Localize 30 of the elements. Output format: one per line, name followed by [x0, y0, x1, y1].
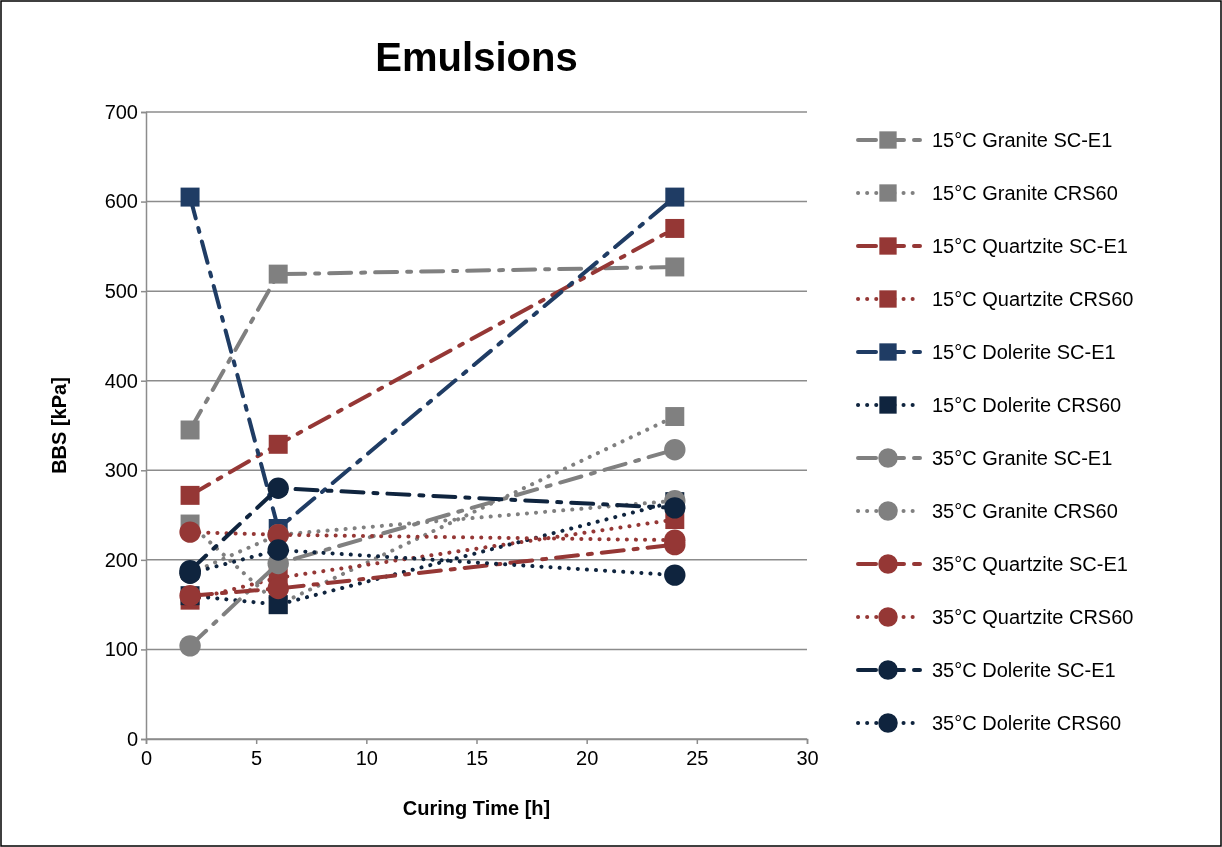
x-tick-label: 25: [686, 747, 709, 769]
y-tick-label: 500: [104, 280, 138, 303]
x-tick-label: 5: [251, 747, 263, 769]
y-tick-label: 300: [104, 459, 138, 482]
legend-label: 15°C Dolerite SC-E1: [932, 341, 1116, 363]
legend-label: 15°C Quartzite SC-E1: [932, 235, 1128, 257]
x-tick-label: 10: [355, 747, 378, 769]
legend-label: 15°C Quartzite CRS60: [932, 288, 1134, 310]
legend-label: 35°C Quartzite CRS60: [932, 606, 1134, 628]
legend-label: 35°C Granite SC-E1: [932, 447, 1113, 469]
x-tick-label: 30: [796, 747, 819, 769]
y-tick-label: 700: [104, 100, 138, 123]
x-axis-title: Curing Time [h]: [402, 797, 551, 819]
y-tick-label: 400: [104, 369, 138, 392]
x-tick-label: 0: [140, 747, 153, 769]
legend-label: 35°C Dolerite CRS60: [932, 712, 1122, 734]
y-tick-label: 600: [104, 190, 138, 213]
chart-title: Emulsions: [375, 35, 578, 79]
legend-label: 15°C Granite SC-E1: [932, 129, 1113, 151]
legend-label: 35°C Quartzite SC-E1: [932, 553, 1128, 575]
legend-label: 35°C Dolerite SC-E1: [932, 659, 1116, 681]
x-tick-label: 15: [465, 747, 489, 769]
x-tick-label: 20: [576, 747, 599, 769]
y-tick-label: 0: [126, 727, 138, 750]
legend-label: 15°C Dolerite CRS60: [932, 394, 1122, 416]
y-axis-title: BBS [kPa]: [48, 377, 70, 474]
y-tick-label: 200: [104, 548, 138, 571]
y-tick-label: 100: [104, 638, 138, 661]
legend-label: 15°C Granite CRS60: [932, 182, 1118, 204]
legend-label: 35°C Granite CRS60: [932, 500, 1118, 522]
